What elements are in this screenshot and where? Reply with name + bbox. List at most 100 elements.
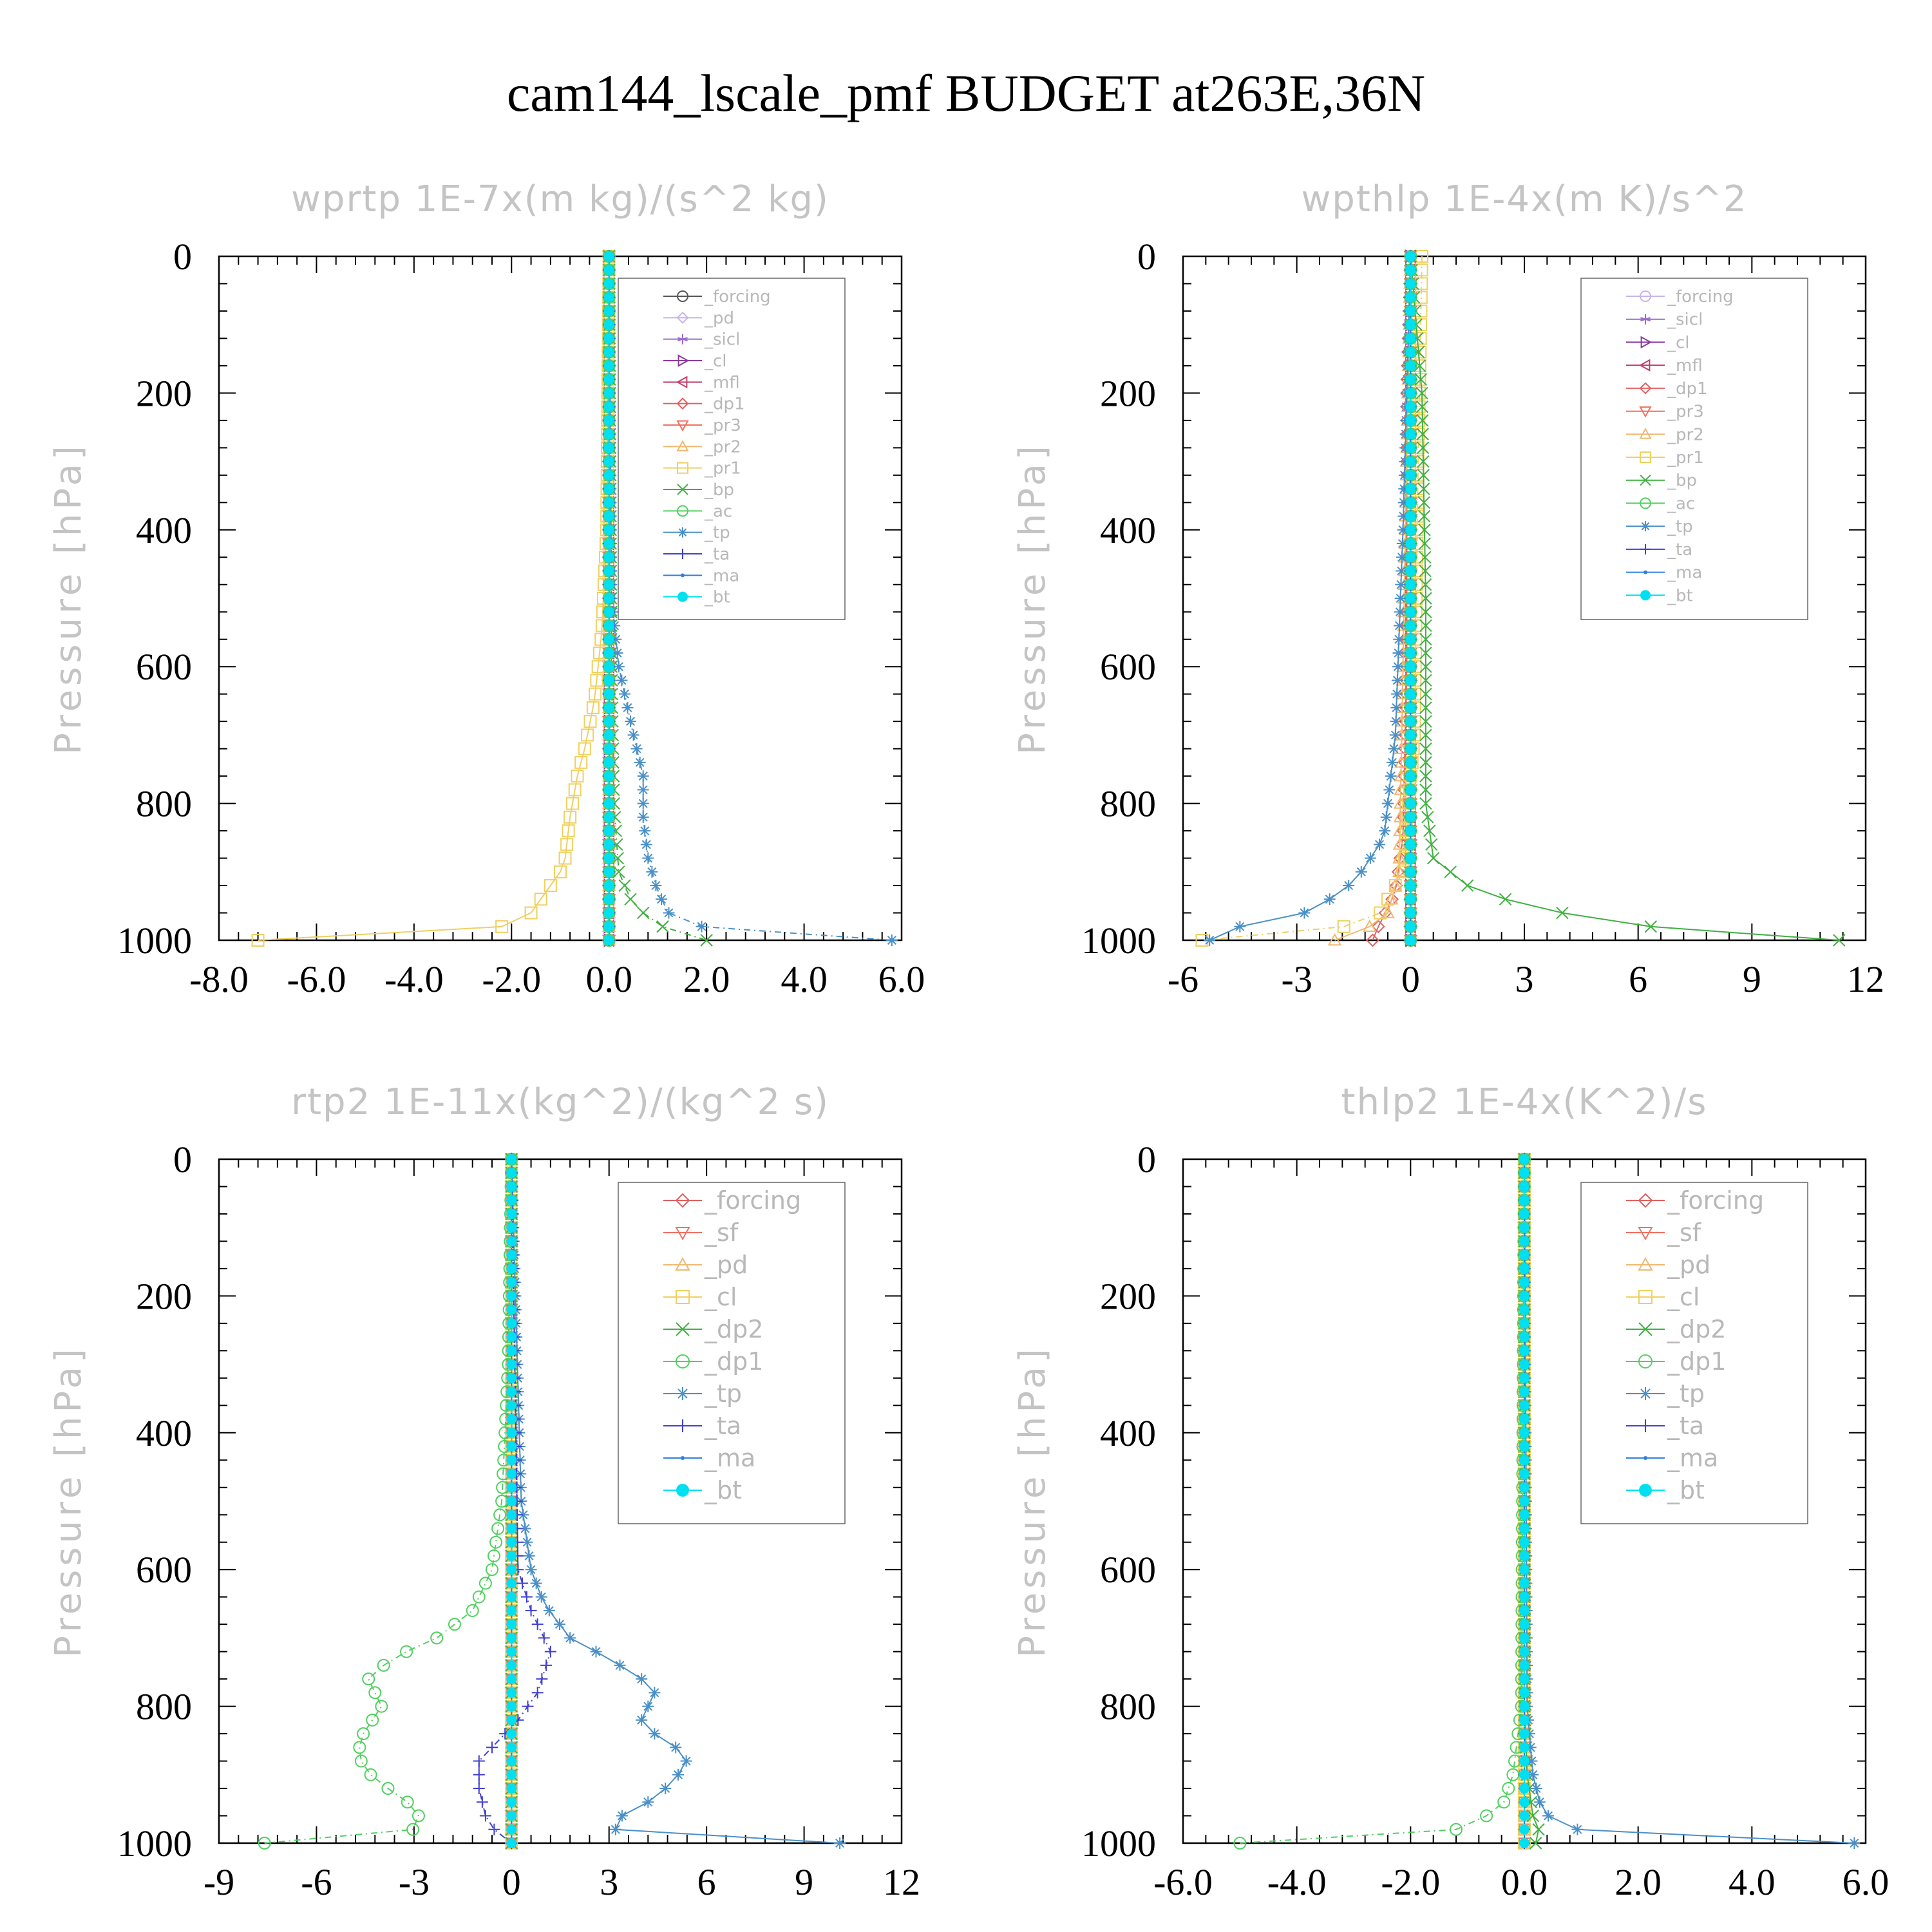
panel-3: rtp2 1E-11x(kg^2)/(kg^2 s) Pressure [hPa]… [48,1081,920,1903]
data-point [357,1727,370,1741]
legend-item: _ta [663,1412,741,1440]
legend-marker [1640,497,1651,509]
data-point [1480,1809,1493,1823]
x-tick-label: -4.0 [384,958,444,1000]
data-point [1519,1797,1530,1808]
data-point [1389,729,1401,741]
data-point [1419,564,1432,578]
data-point [466,1604,479,1617]
legend-item: _dp1 [663,395,745,414]
y-tick-label: 200 [1100,1275,1156,1317]
legend-item: _tp [663,524,730,543]
data-point [1526,1755,1538,1767]
legend-marker [676,440,689,451]
legend-label: _pr2 [704,437,741,457]
legend-marker [677,462,688,474]
legend-marker [676,1387,689,1400]
data-point [1405,552,1416,563]
x-tick-label: 6 [1629,958,1647,1000]
legend-marker [675,1256,690,1271]
data-point [1423,824,1436,837]
legend-label: _dp1 [704,395,745,414]
legend-item: _dp2 [663,1315,763,1343]
data-point [1519,1168,1530,1179]
legend-label: _cl [1667,333,1690,352]
data-point [627,729,639,741]
data-point [1419,783,1432,797]
data-point [1419,578,1432,591]
x-tick-label: -8.0 [189,958,249,1000]
data-point [535,1591,547,1603]
data-point [506,1291,517,1302]
data-point [1519,1154,1530,1164]
data-point [603,634,614,645]
data-point [506,1674,517,1685]
data-point [1387,756,1399,768]
data-point [1379,825,1391,837]
data-point [1405,511,1416,522]
legend-marker [1639,1387,1652,1400]
data-point [1519,1291,1530,1302]
data-point [1519,1387,1530,1397]
data-point [1519,1701,1530,1712]
legend-item: _pr3 [663,416,741,435]
data-point [1343,880,1355,892]
series-bt [1519,1154,1530,1848]
legend-item: _ma [1626,1444,1718,1472]
data-point [506,1810,517,1821]
data-point [1355,866,1367,878]
series-line [1240,1159,1525,1844]
legend-box [1580,278,1808,620]
series-tp [1204,251,1417,946]
data-point [506,1701,517,1712]
data-point [1499,893,1512,905]
data-point [1519,1510,1530,1520]
data-point [1405,265,1416,276]
data-point [1393,824,1407,837]
legend-item: _pd [663,308,734,328]
data-point [401,1795,414,1809]
data-point [1395,578,1407,591]
legend-label: _cl [1667,1283,1700,1311]
data-point [506,1550,517,1561]
data-point [375,1700,388,1713]
data-point [506,1263,517,1274]
data-point [603,319,614,330]
legend-item: _sf [1626,1218,1702,1247]
data-point [603,894,614,905]
data-point [506,1578,517,1589]
data-point [612,661,625,673]
data-point [1392,647,1405,659]
legend-marker [677,505,688,517]
data-point [1519,1769,1530,1780]
legend-item: _ta [1626,540,1692,560]
data-point [1529,1837,1542,1850]
data-point [616,1810,628,1822]
data-point [637,797,649,810]
data-point [519,1522,531,1535]
data-point [1419,715,1432,728]
data-point [1405,743,1416,754]
data-point [1419,756,1432,769]
data-point [603,935,614,945]
legend-marker [676,1484,689,1497]
data-point [506,1359,517,1370]
data-point [578,742,591,755]
data-point [506,1249,517,1260]
legend-marker [676,1354,690,1368]
data-point [377,1658,390,1672]
data-point [603,743,614,754]
data-point [1444,866,1457,878]
legend-marker [1638,1227,1653,1241]
data-point [381,1782,395,1795]
data-point [1405,484,1416,495]
legend-label: _sf [704,1218,739,1247]
data-point [1390,715,1402,728]
data-point [412,1809,425,1823]
data-point [1419,647,1432,659]
data-point [603,552,614,563]
legend-marker [1638,1193,1653,1208]
data-point [1519,1810,1530,1821]
legend-marker [677,334,688,345]
x-tick-label: -3 [1282,958,1312,1000]
